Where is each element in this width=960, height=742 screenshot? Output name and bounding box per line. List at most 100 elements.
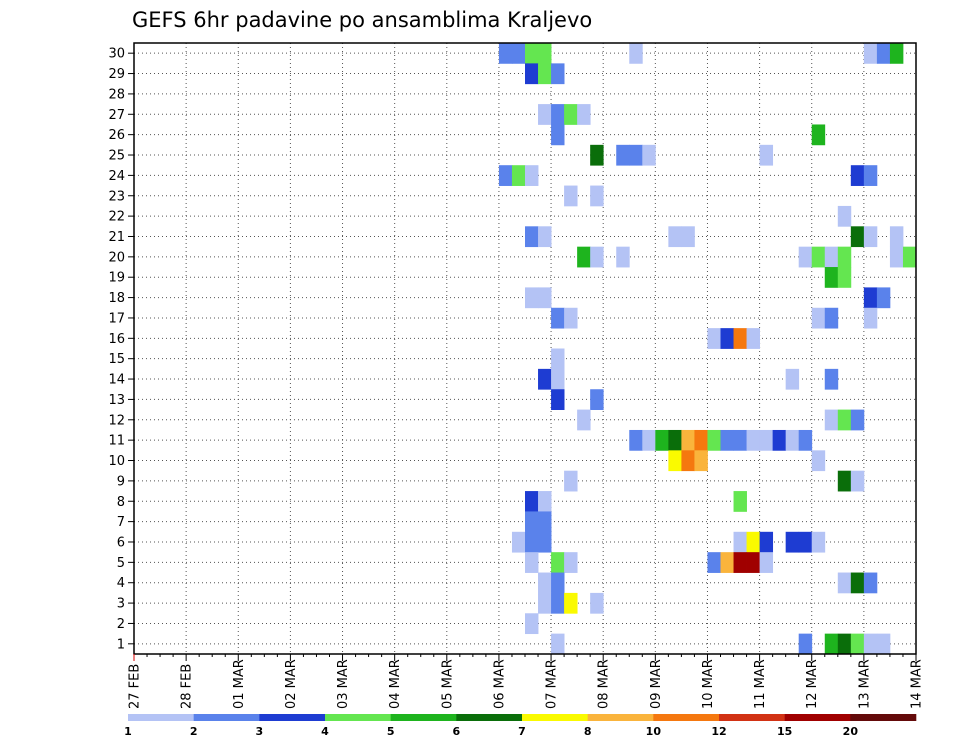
precip-cell [525, 165, 539, 186]
y-tick-label: 3 [117, 597, 125, 612]
precip-cell [551, 63, 565, 85]
y-tick-label: 15 [108, 352, 125, 367]
precip-cell [551, 552, 565, 573]
x-tick-label: 10 MAR [701, 659, 716, 709]
x-tick-label: 08 MAR [597, 659, 612, 709]
precip-cell [902, 246, 917, 268]
y-tick-label: 25 [108, 149, 125, 164]
precip-cell [538, 43, 552, 64]
precip-cell [538, 368, 552, 390]
x-tick-label: 13 MAR [857, 659, 872, 709]
y-axis: 1234567891011121314151617181920212223242… [108, 47, 134, 652]
heatmap-cells [498, 43, 917, 655]
y-tick-label: 13 [108, 393, 125, 408]
y-tick-label: 2 [117, 617, 125, 632]
precip-cell [551, 633, 565, 655]
precip-cell [590, 592, 604, 614]
y-tick-label: 28 [108, 87, 125, 102]
y-tick-label: 12 [108, 413, 125, 428]
precip-cell [538, 592, 552, 614]
precip-cell [837, 409, 852, 431]
precip-cell [590, 185, 604, 207]
legend-label: 3 [256, 725, 264, 738]
precip-cell [525, 226, 539, 248]
legend-label: 5 [387, 725, 395, 738]
precip-cell [837, 633, 852, 655]
x-tick-label: 05 MAR [440, 659, 455, 709]
precip-cell [837, 205, 852, 227]
precip-cell [616, 246, 630, 268]
precip-cell [707, 552, 721, 573]
legend-label: 10 [646, 725, 662, 738]
x-axis: 27 FEB 28 FEB 01 MAR 02 MAR 03 MAR 04 MAR 05 M… [128, 654, 925, 709]
legend-label: 1 [124, 725, 132, 738]
precip-cell [733, 328, 747, 349]
legend-label: 4 [321, 725, 329, 738]
legend-label: 7 [518, 725, 526, 738]
legend-swatch [128, 714, 194, 721]
y-tick-label: 22 [108, 210, 125, 225]
y-tick-label: 23 [108, 189, 125, 204]
precip-cell [824, 368, 839, 390]
precip-cell [525, 43, 539, 64]
precip-cell [850, 226, 865, 248]
y-tick-label: 19 [108, 271, 125, 286]
precip-cell [850, 409, 865, 431]
x-tick-label: 09 MAR [649, 659, 664, 709]
y-tick-label: 20 [108, 250, 125, 265]
legend-swatch [259, 714, 326, 721]
legend-swatch [653, 714, 720, 721]
precip-cell [564, 104, 578, 125]
precip-cell [759, 531, 774, 553]
legend-swatch [587, 714, 654, 721]
precip-cell [564, 307, 578, 329]
precip-cell [564, 185, 578, 207]
y-tick-label: 29 [108, 67, 125, 82]
precip-cell [498, 165, 513, 186]
x-tick-label: 07 MAR [545, 659, 560, 709]
x-tick-label: 01 MAR [232, 659, 247, 709]
precip-cell [668, 429, 682, 451]
precip-cell [551, 348, 565, 370]
precip-cell [785, 429, 800, 451]
precip-cell [850, 470, 865, 492]
y-tick-label: 4 [117, 576, 125, 591]
precip-cell [772, 429, 787, 451]
y-tick-label: 7 [117, 515, 125, 530]
legend-swatch [522, 714, 588, 721]
precip-cell [811, 246, 826, 268]
x-tick-label: 11 MAR [753, 659, 768, 709]
precip-cell [538, 287, 552, 309]
precip-cell [551, 592, 565, 614]
precip-cell [863, 287, 878, 309]
y-tick-label: 17 [108, 311, 125, 326]
precip-cell [577, 409, 591, 431]
precip-cell [733, 429, 747, 451]
precip-cell [824, 246, 839, 268]
precip-cell [525, 63, 539, 85]
legend-swatch [325, 714, 391, 721]
precip-cell [551, 389, 565, 410]
precip-cell [746, 429, 760, 451]
y-tick-label: 26 [108, 128, 125, 143]
color-legend: 1 2 3 4 5 6 7 8 10 12 15 20 [124, 714, 917, 738]
precip-cell [824, 267, 839, 288]
precip-cell [551, 307, 565, 329]
legend-label: 15 [777, 725, 792, 738]
y-tick-label: 11 [108, 434, 125, 449]
y-tick-label: 1 [117, 637, 125, 652]
y-tick-label: 10 [108, 454, 125, 469]
precip-cell [863, 633, 878, 655]
precip-cell [837, 572, 852, 594]
precip-cell [811, 531, 826, 553]
precip-cell [551, 572, 565, 594]
legend-label: 6 [453, 725, 461, 738]
x-tick-label: 02 MAR [284, 659, 299, 709]
precip-cell [538, 226, 552, 248]
precip-cell [733, 552, 747, 573]
precip-cell [564, 552, 578, 573]
precip-cell [616, 144, 630, 166]
precip-cell [538, 511, 552, 533]
precip-cell [850, 165, 865, 186]
precip-cell [525, 613, 539, 635]
